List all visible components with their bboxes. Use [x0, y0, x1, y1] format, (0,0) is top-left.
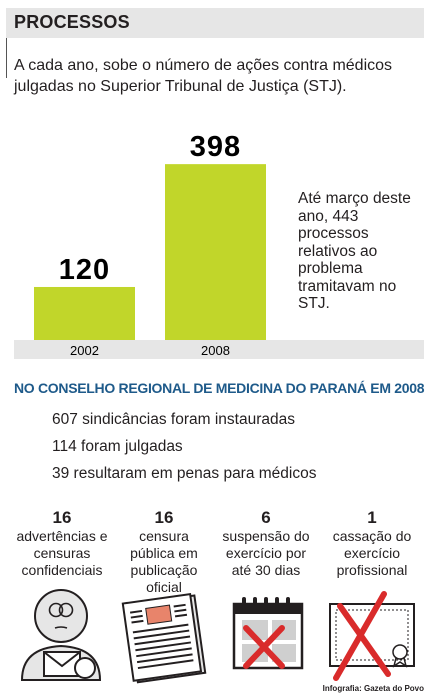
outcome-label: censura pública em publicação oficial — [130, 528, 198, 595]
side-note: Até março deste ano, 443 processos relat… — [298, 190, 411, 312]
header-band: PROCESSOS — [6, 8, 424, 38]
value-label-2008: 398 — [190, 131, 241, 163]
stat-line: 114 foram julgadas — [52, 438, 183, 455]
value-label-2002: 120 — [59, 254, 110, 286]
outcome-suspension: 6 suspensão do exercício por até 30 dias — [218, 508, 314, 579]
outcome-number: 16 — [52, 508, 72, 527]
axis-band — [14, 340, 424, 359]
credit: Infografia: Gazeta do Povo — [322, 684, 424, 693]
diploma-x-icon — [329, 591, 415, 681]
bar-2002 — [34, 286, 135, 340]
category-label-2008: 2008 — [201, 343, 230, 358]
outcome-warnings: 16 advertências e censuras confidenciais — [14, 508, 110, 579]
category-label-2002: 2002 — [70, 343, 99, 358]
outcome-number: 6 — [261, 508, 271, 527]
stat-line: 39 resultaram em penas para médicos — [52, 465, 317, 482]
person-letter-icon — [20, 589, 102, 681]
newspaper-icon — [121, 592, 207, 684]
outcome-label: cassação do exercício profissional — [332, 528, 412, 578]
divider-line — [6, 38, 7, 78]
outcome-number: 16 — [154, 508, 174, 527]
bar-2008 — [165, 164, 266, 340]
outcome-label: advertências e censuras confidenciais — [16, 528, 108, 578]
outcome-revocation: 1 cassação do exercício profissional — [322, 508, 422, 579]
outcome-public-censure: 16 censura pública em publicação oficial — [116, 508, 212, 596]
outcome-label: suspensão do exercício por até 30 dias — [222, 528, 310, 578]
bar-chart: 120 398 2002 2008 — [14, 131, 424, 359]
calendar-x-icon — [232, 597, 304, 670]
stat-line: 607 sindicâncias foram instauradas — [52, 411, 295, 428]
page-title: PROCESSOS — [14, 12, 130, 32]
outcome-number: 1 — [367, 508, 377, 527]
council-title: NO CONSELHO REGIONAL DE MEDICINA DO PARA… — [14, 380, 425, 396]
intro-text: A cada ano, sobe o número de ações contr… — [14, 57, 393, 95]
